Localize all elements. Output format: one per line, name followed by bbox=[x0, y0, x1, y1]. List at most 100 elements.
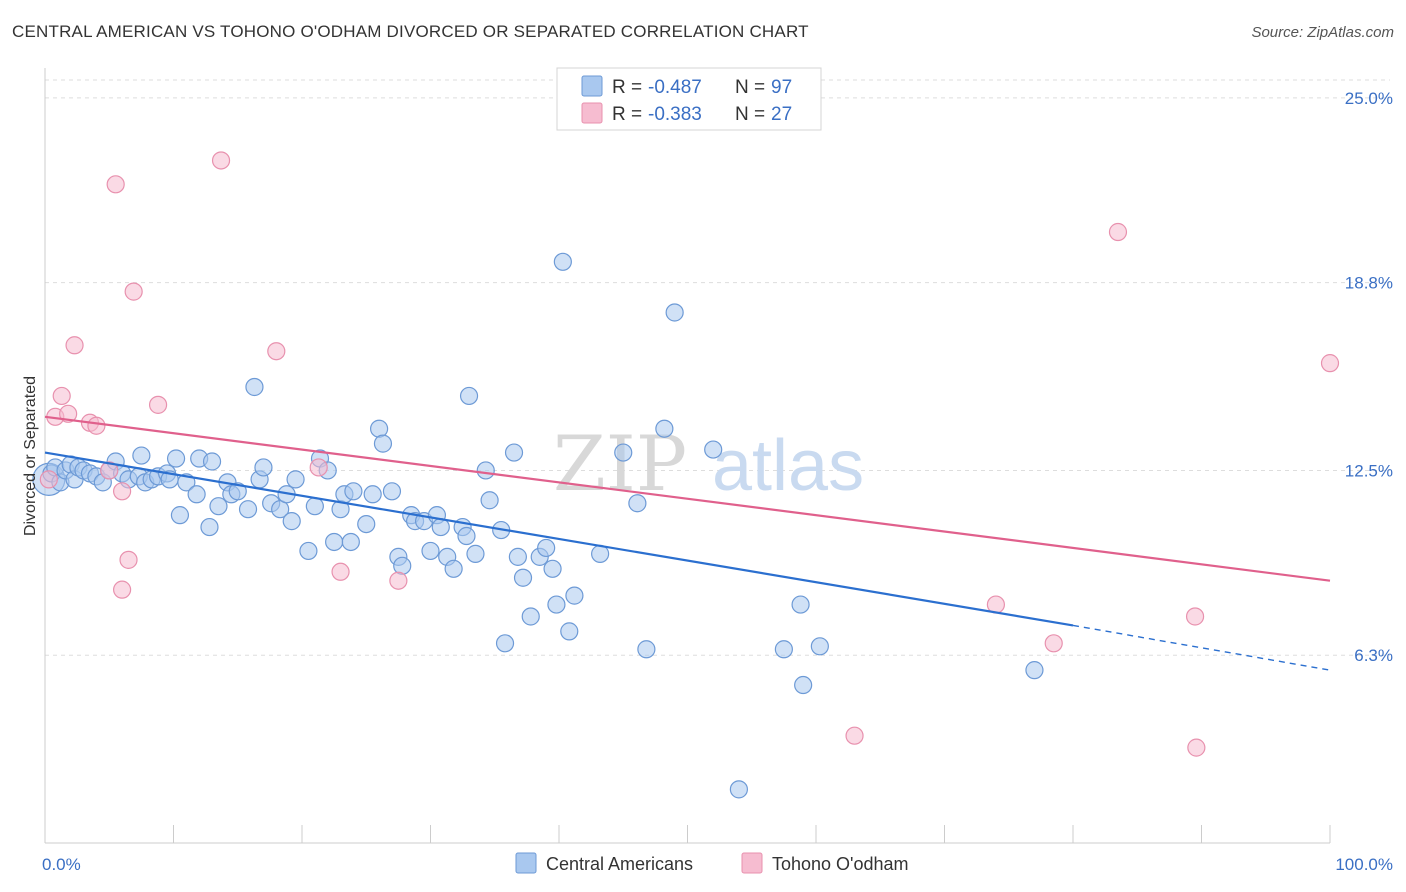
point-central-americans bbox=[444, 559, 463, 578]
point-tohono-oodham bbox=[331, 562, 350, 581]
point-central-americans bbox=[299, 541, 318, 561]
point-tohono-oodham bbox=[112, 580, 132, 599]
point-central-americans bbox=[628, 494, 647, 513]
point-tohono-oodham bbox=[389, 571, 408, 590]
legend-r-label: R = bbox=[612, 77, 642, 98]
point-tohono-oodham bbox=[1185, 607, 1205, 626]
point-central-americans bbox=[704, 440, 723, 459]
point-central-americans bbox=[325, 532, 344, 552]
point-tohono-oodham bbox=[100, 461, 119, 480]
point-central-americans bbox=[393, 556, 412, 575]
trend-lines bbox=[44, 415, 1331, 671]
point-central-americans bbox=[421, 541, 440, 561]
point-central-americans bbox=[476, 461, 495, 480]
point-central-americans bbox=[286, 470, 305, 489]
y-tick-label: 25.0% bbox=[1345, 89, 1393, 108]
point-central-americans bbox=[774, 640, 793, 659]
point-central-americans bbox=[200, 517, 219, 537]
legend-box: R = -0.487 N = 97 R = -0.383 N = 27 bbox=[556, 67, 822, 131]
point-tohono-oodham bbox=[1044, 634, 1063, 653]
point-central-americans bbox=[382, 482, 402, 501]
point-central-americans bbox=[521, 607, 540, 626]
point-tohono-oodham bbox=[59, 404, 78, 423]
chart-title: CENTRAL AMERICAN VS TOHONO O'ODHAM DIVOR… bbox=[12, 22, 809, 41]
point-tohono-oodham bbox=[39, 470, 58, 489]
y-tick-label: 12.5% bbox=[1345, 461, 1393, 480]
point-tohono-oodham bbox=[112, 482, 132, 501]
x-tick-label: 0.0% bbox=[42, 855, 81, 874]
legend-n-label: N = bbox=[735, 77, 765, 98]
point-tohono-oodham bbox=[1108, 222, 1128, 242]
point-central-americans bbox=[370, 419, 389, 438]
x-tick-labels: 0.0% 100.0% bbox=[42, 855, 1393, 874]
y-tick-labels: 6.3% 12.5% 18.8% 25.0% bbox=[1345, 89, 1393, 665]
point-central-americans bbox=[791, 595, 810, 614]
point-central-americans bbox=[466, 544, 485, 563]
point-central-americans bbox=[547, 595, 566, 614]
watermark: ZIP atlas bbox=[553, 419, 864, 508]
trend-line-central-americans bbox=[44, 451, 1074, 627]
point-central-americans bbox=[363, 485, 382, 504]
point-tohono-oodham bbox=[119, 550, 138, 569]
point-central-americans bbox=[245, 377, 264, 397]
point-central-americans bbox=[655, 419, 674, 438]
bottom-legend-label-pink: Tohono O'odham bbox=[772, 854, 909, 874]
point-tohono-oodham bbox=[845, 726, 864, 745]
bottom-legend-label-blue: Central Americans bbox=[546, 854, 693, 874]
source-label: Source: ZipAtlas.com bbox=[1251, 24, 1394, 41]
legend-r-label: R = bbox=[612, 104, 642, 125]
axes bbox=[44, 68, 1331, 844]
point-central-americans bbox=[344, 482, 363, 501]
point-tohono-oodham bbox=[52, 386, 71, 406]
point-central-americans bbox=[457, 526, 476, 546]
trend-line-tohono-oodham bbox=[44, 415, 1331, 582]
bottom-legend: Central Americans Tohono O'odham bbox=[515, 852, 909, 874]
point-central-americans bbox=[228, 482, 247, 501]
point-tohono-oodham bbox=[87, 416, 106, 435]
legend-n-label: N = bbox=[735, 104, 765, 125]
point-central-americans bbox=[508, 547, 527, 566]
point-central-americans bbox=[537, 538, 556, 558]
point-central-americans bbox=[794, 675, 813, 695]
point-central-americans bbox=[305, 497, 324, 516]
point-central-americans bbox=[810, 637, 829, 656]
point-tohono-oodham bbox=[1320, 354, 1340, 373]
y-tick-label: 6.3% bbox=[1354, 646, 1393, 665]
legend-n-value-pink: 27 bbox=[771, 104, 792, 125]
point-central-americans bbox=[543, 559, 562, 578]
legend-n-value-blue: 97 bbox=[771, 77, 792, 98]
point-central-americans bbox=[341, 532, 360, 552]
series-tohono-oodham bbox=[39, 151, 1340, 757]
point-tohono-oodham bbox=[65, 336, 84, 355]
point-tohono-oodham bbox=[106, 175, 125, 194]
watermark-atlas: atlas bbox=[712, 426, 864, 506]
trend-line-extension bbox=[1072, 624, 1331, 671]
point-tohono-oodham bbox=[211, 151, 231, 170]
point-central-americans bbox=[238, 500, 258, 519]
point-tohono-oodham bbox=[124, 282, 143, 301]
y-tick-label: 18.8% bbox=[1345, 274, 1393, 293]
point-central-americans bbox=[560, 622, 579, 641]
point-tohono-oodham bbox=[309, 458, 328, 477]
y-axis-label: Divorced or Separated bbox=[22, 376, 39, 536]
bottom-legend-swatch-pink bbox=[741, 852, 763, 874]
point-central-americans bbox=[166, 449, 186, 468]
point-central-americans bbox=[254, 458, 273, 477]
legend-swatch-blue bbox=[581, 75, 603, 97]
legend-swatch-pink bbox=[581, 102, 603, 124]
point-central-americans bbox=[132, 446, 151, 465]
point-central-americans bbox=[729, 780, 749, 799]
point-central-americans bbox=[357, 514, 376, 534]
point-central-americans bbox=[480, 491, 499, 510]
point-central-americans bbox=[209, 497, 228, 516]
point-central-americans bbox=[614, 443, 633, 462]
point-central-americans bbox=[202, 452, 222, 471]
point-tohono-oodham bbox=[1187, 738, 1206, 757]
point-central-americans bbox=[495, 634, 515, 653]
point-central-americans bbox=[282, 512, 301, 531]
point-central-americans bbox=[373, 434, 393, 453]
point-central-americans bbox=[187, 485, 206, 504]
point-central-americans bbox=[170, 506, 190, 525]
point-central-americans bbox=[565, 586, 584, 605]
